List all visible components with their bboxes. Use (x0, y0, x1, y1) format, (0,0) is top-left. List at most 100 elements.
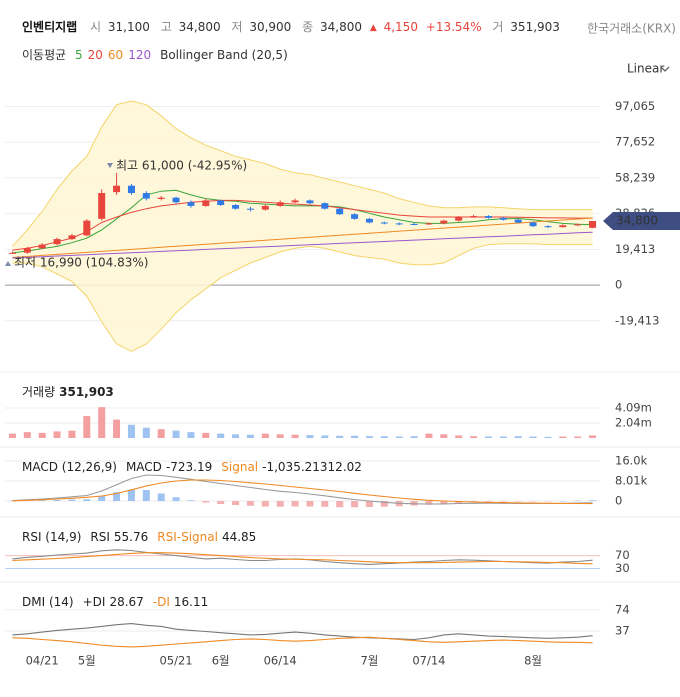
volume-bar (83, 415, 91, 438)
volume-bar (425, 433, 433, 438)
annotation: 최저 16,990 (104.83%) (14, 256, 148, 270)
legend-entry: Bollinger Band (20,5) (160, 48, 288, 62)
candle-body (53, 239, 61, 245)
x-tick-label: 04/21 (26, 654, 59, 668)
volume-bar (351, 435, 359, 438)
candle-body (395, 223, 403, 225)
moving-average (12, 217, 593, 258)
histogram-bar (202, 501, 210, 503)
legend-entry: 5 (75, 48, 83, 62)
indicator-line (12, 636, 593, 648)
volume-bar (559, 436, 567, 438)
y-tick-label: 77,652 (615, 135, 655, 149)
legend-value: 44.85 (222, 530, 256, 544)
x-tick-label: 7월 (360, 654, 378, 668)
candle-body (529, 222, 537, 227)
candle-body (440, 220, 448, 224)
histogram-bar (276, 501, 284, 507)
candle-body (499, 217, 507, 220)
x-tick-label: 8월 (524, 654, 542, 668)
histogram-bar (38, 500, 46, 501)
histogram-bar (232, 501, 240, 505)
moving-average (12, 231, 593, 259)
moving-average (12, 189, 593, 254)
histogram-bar (306, 501, 314, 507)
histogram-bar (83, 499, 91, 501)
candle-body (142, 193, 150, 199)
bollinger-area (12, 101, 593, 352)
candle-body (217, 200, 225, 206)
candle-body (455, 216, 463, 221)
change-percent: +13.54% (426, 20, 482, 34)
y-tick-label: 37 (615, 623, 630, 637)
candle-body (98, 193, 106, 219)
candle-body (172, 197, 180, 203)
close-value: 34,800 (320, 20, 362, 34)
legend-name: +DI (83, 595, 106, 609)
histogram-bar (380, 501, 388, 507)
y-tick-label: 16.0k (615, 454, 648, 468)
scale-selector[interactable]: Linear (627, 62, 670, 76)
y-tick-label: 4.09m (615, 400, 652, 414)
low-label: 저 (231, 20, 242, 34)
legend-name: Signal (221, 460, 258, 474)
histogram-bar (127, 489, 135, 501)
volume-bar (321, 435, 329, 438)
chevron[interactable] (660, 66, 670, 72)
histogram-bar (261, 501, 269, 507)
histogram-bar (157, 493, 165, 501)
candle-body (351, 214, 359, 219)
annotation: 최고 61,000 (-42.95%) (116, 159, 247, 173)
panel-title: 거래량 (22, 385, 55, 399)
y-tick-label: 0 (615, 494, 622, 508)
candle-body (8, 252, 16, 254)
candle-body (559, 225, 567, 228)
histogram-bar (187, 500, 195, 501)
candle-body (470, 216, 478, 218)
volume-bar (470, 436, 478, 438)
y-tick-label: 2.04m (615, 416, 652, 430)
volume-bar (589, 435, 597, 438)
volume-bar (246, 434, 254, 438)
histogram-bar (113, 492, 121, 501)
volume-bar (514, 436, 522, 438)
candle-body (544, 226, 552, 228)
histogram-bar (53, 500, 61, 501)
x-tick-label: 06/14 (264, 654, 297, 668)
histogram-bar (574, 500, 582, 502)
open-label: 시 (90, 20, 101, 34)
legend-value: -723.19 (166, 460, 212, 474)
exchange: 한국거래소(KRX) (587, 22, 676, 36)
candle-body (23, 248, 31, 253)
histogram-bar (425, 501, 433, 505)
indicator-line (12, 623, 593, 641)
candle-body (276, 202, 284, 206)
legend-value: -1,035.21312.02 (262, 460, 362, 474)
candle-body (246, 208, 254, 210)
x-tick-label: 07/14 (412, 654, 445, 668)
y-tick-label: 70 (615, 548, 630, 562)
candle-body (38, 244, 46, 249)
volume-bar (276, 434, 284, 438)
candle-body (574, 224, 582, 226)
candle-body (380, 222, 388, 224)
legend-name: MACD (126, 460, 162, 474)
volume-bar (127, 424, 135, 438)
histogram-bar (544, 501, 552, 502)
x-tick-label: 6월 (212, 654, 230, 668)
scale-label[interactable]: Linear (627, 62, 664, 76)
change-arrow: ▲ (370, 23, 377, 33)
candle-body (83, 220, 91, 236)
volume-bar (365, 436, 373, 438)
legend-name: RSI-Signal (157, 530, 218, 544)
candle-body (484, 216, 492, 218)
panel-legend: MACD (12,26,9) MACD -723.19 Signal -1,035.21… (22, 460, 362, 474)
y-tick-label: 8.01k (615, 473, 648, 487)
volume-bar (53, 431, 61, 438)
histogram-bar (291, 501, 299, 507)
histogram-bar (336, 501, 344, 508)
y-tick-label: -19,413 (615, 313, 659, 327)
legend-title: 이동평균 (22, 48, 66, 62)
y-tick-label: 58,239 (615, 170, 655, 184)
panel-legend: DMI (14) +DI 28.67 -DI 16.11 (22, 595, 208, 609)
